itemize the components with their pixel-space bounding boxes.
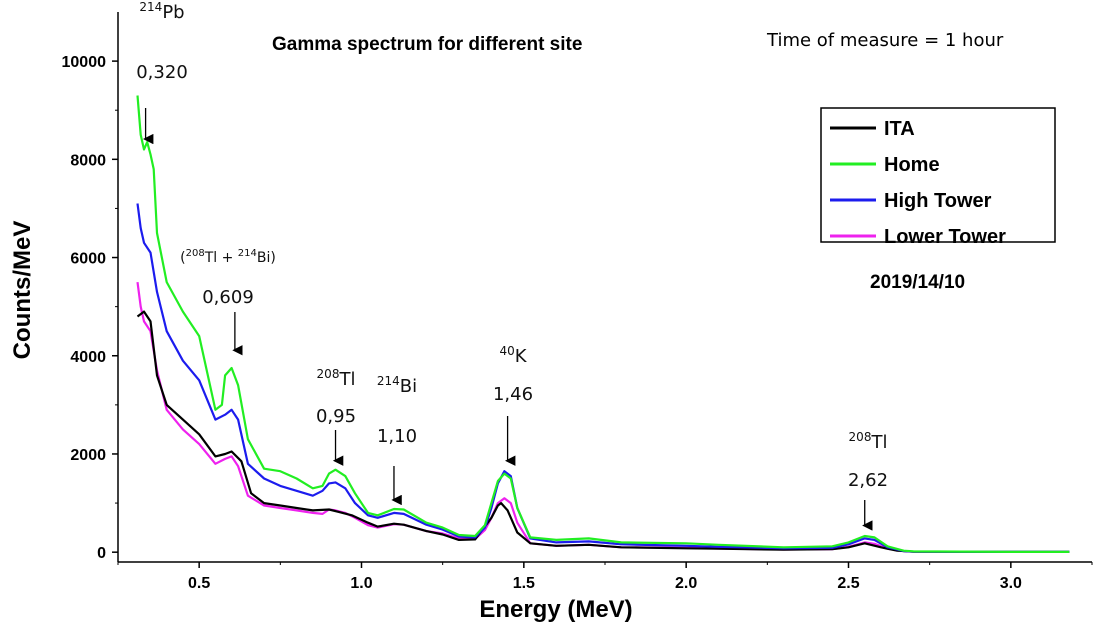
peak-annotation: 214Pb 0,320 xyxy=(136,0,188,145)
peak-isotope-label: 214Bi xyxy=(377,374,417,397)
x-axis-label: Energy (MeV) xyxy=(479,596,632,622)
series-line-lower-tower xyxy=(136,281,1070,553)
x-tick-label: 3.0 xyxy=(1000,575,1022,592)
series-line-ita xyxy=(136,310,1070,553)
y-tick-label: 10000 xyxy=(62,54,107,71)
peak-energy-label: 1,46 xyxy=(493,384,533,405)
x-tick-label: 1.0 xyxy=(350,575,372,592)
legend-label: ITA xyxy=(884,118,915,140)
x-tick-label: 0.5 xyxy=(188,575,210,592)
y-axis-label: Counts/MeV xyxy=(9,221,36,360)
y-tick-label: 4000 xyxy=(70,349,106,366)
chart-subtitle: Time of measure = 1 hour xyxy=(766,30,1004,51)
peak-energy-label: 0,609 xyxy=(202,287,254,308)
peak-energy-label: 0,320 xyxy=(136,62,188,83)
peak-isotope-label: 208Tl xyxy=(317,367,356,390)
y-tick-label: 2000 xyxy=(70,447,106,464)
x-tick-label: 2.5 xyxy=(837,575,859,592)
legend-label: Lower Tower xyxy=(884,226,1006,248)
date-label: 2019/14/10 xyxy=(870,272,965,293)
peak-isotope-label: 214Pb xyxy=(139,0,184,23)
peak-isotope-label: 40K xyxy=(499,344,527,367)
series-line-high-tower xyxy=(136,203,1070,553)
y-tick-label: 8000 xyxy=(70,152,106,169)
peak-annotation: 208Tl 2,62 xyxy=(848,430,888,531)
peak-annotation: (208Tl + 214Bi) 0,609 xyxy=(180,248,276,356)
chart-title: Gamma spectrum for different site xyxy=(272,34,582,55)
peak-annotation: 40K 1,46 xyxy=(493,344,533,466)
legend-box xyxy=(820,107,1056,243)
y-tick-label: 0 xyxy=(97,545,106,562)
peak-energy-label: 0,95 xyxy=(316,406,356,427)
x-tick-label: 2.0 xyxy=(675,575,697,592)
legend-label: High Tower xyxy=(884,190,992,212)
peak-annotation: 214Bi 1,10 xyxy=(377,374,417,506)
x-tick-label: 1.5 xyxy=(513,575,535,592)
legend: ITA Home High Tower Lower Tower xyxy=(820,107,1056,248)
peak-isotope-label: 208Tl xyxy=(849,430,888,453)
y-ticks: 0 2000 4000 6000 8000 10000 xyxy=(62,54,118,562)
peak-annotation: 208Tl 0,95 xyxy=(316,367,356,466)
y-tick-label: 6000 xyxy=(70,251,106,268)
peak-isotope-label: (208Tl + 214Bi) xyxy=(180,248,276,266)
x-ticks: 0.5 1.0 1.5 2.0 2.5 3.0 xyxy=(117,562,1093,592)
series-layer xyxy=(136,95,1070,553)
legend-label: Home xyxy=(884,154,940,176)
series-line-home xyxy=(136,95,1070,553)
peak-energy-label: 1,10 xyxy=(377,426,417,447)
peak-energy-label: 2,62 xyxy=(848,470,888,491)
